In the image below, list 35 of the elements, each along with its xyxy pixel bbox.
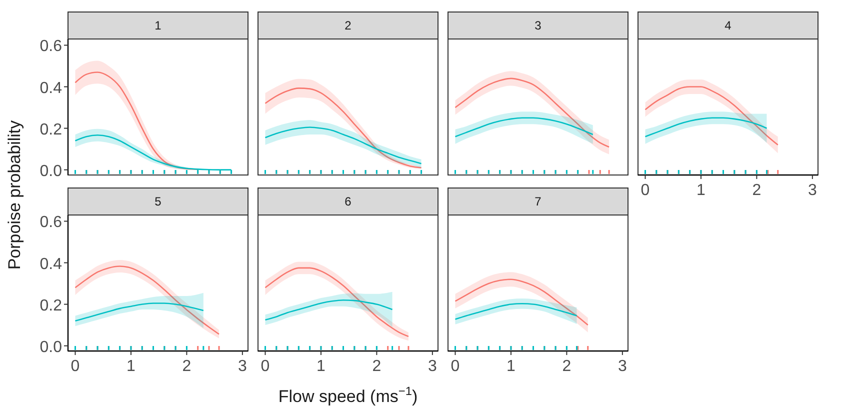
chart-title: 4	[724, 18, 732, 32]
line-series	[74, 302, 204, 322]
x-tick-label: 0	[70, 358, 80, 375]
x-tick-label: 3	[808, 182, 817, 199]
x-tick-label: 0	[450, 358, 460, 375]
x-tick-label: 0	[640, 182, 650, 199]
x-tick-label: 3	[428, 358, 437, 375]
y-tick-label: 0.4	[40, 256, 62, 273]
x-tick-label: 1	[126, 358, 136, 375]
y-axis-title: Porpoise probability	[5, 120, 24, 270]
x-tick-label: 1	[506, 358, 516, 375]
y-tick-label: 0.4	[40, 80, 62, 97]
x-tick-label: 2	[562, 358, 572, 375]
x-tick-label: 3	[618, 358, 627, 375]
x-tick-label: 1	[696, 182, 706, 199]
line-series	[74, 72, 198, 170]
chart-title: 5	[154, 194, 162, 208]
chart-title: 2	[344, 18, 352, 32]
y-tick-label: 0.0	[40, 162, 62, 180]
y-tick-label: 0.2	[40, 297, 62, 314]
chart-title: 6	[344, 194, 352, 208]
x-axis-title: Flow speed (ms$^{−1}$)	[278, 384, 418, 406]
x-tick-label: 0	[260, 358, 270, 375]
y-tick-label: 0.0	[40, 338, 62, 356]
x-tick-label: 2	[752, 182, 762, 199]
x-tick-label: 2	[372, 358, 382, 375]
y-tick-label: 0.6	[40, 214, 62, 232]
chart-title: 7	[534, 194, 542, 208]
chart-title: 3	[534, 18, 542, 32]
x-tick-label: 2	[182, 358, 192, 375]
y-tick-label: 0.2	[40, 121, 62, 138]
y-tick-label: 0.6	[40, 38, 62, 56]
x-tick-label: 1	[316, 358, 326, 375]
x-tick-label: 3	[238, 358, 247, 375]
chart-title: 1	[154, 18, 162, 32]
